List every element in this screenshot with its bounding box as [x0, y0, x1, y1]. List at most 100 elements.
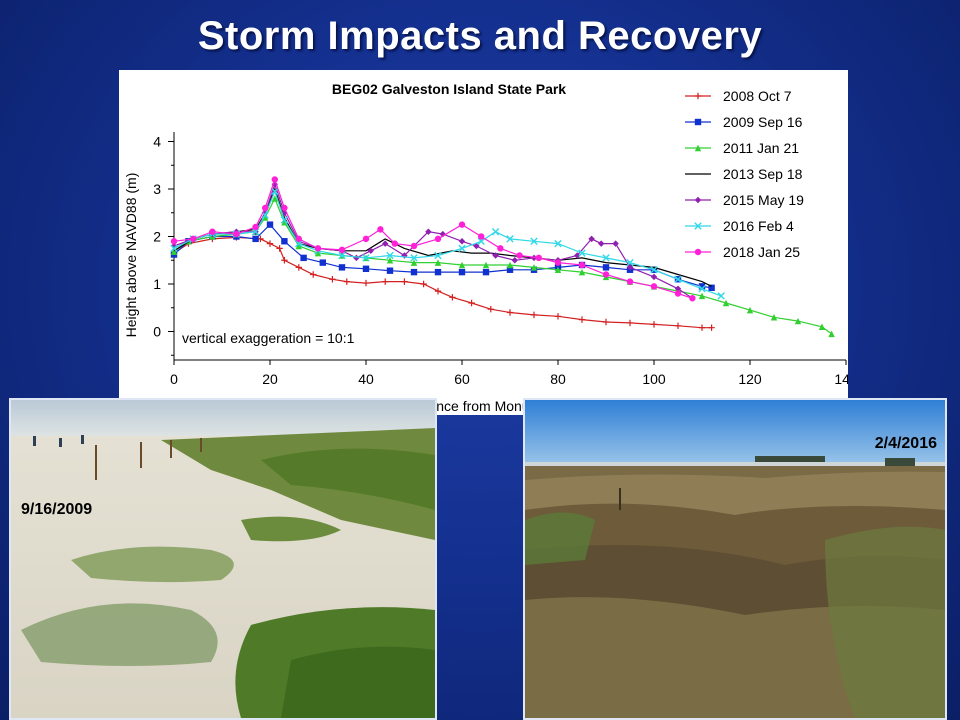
- data-point: [458, 261, 466, 269]
- data-point: [828, 330, 835, 338]
- series-2011-jan-21: [170, 195, 835, 338]
- data-point: [511, 257, 518, 264]
- data-point: [281, 238, 288, 245]
- data-point: [506, 309, 514, 316]
- photo-left-date: 9/16/2009: [21, 501, 92, 518]
- data-point: [626, 278, 634, 285]
- data-point: [410, 259, 418, 266]
- data-point: [401, 278, 408, 285]
- legend-label: 2008 Oct 7: [723, 88, 792, 104]
- chart-title: BEG02 Galveston Island State Park: [332, 81, 566, 97]
- data-point: [698, 285, 706, 293]
- data-point: [410, 268, 418, 276]
- data-point: [425, 228, 432, 235]
- data-point: [280, 216, 289, 224]
- data-point: [262, 214, 269, 221]
- data-point: [530, 311, 538, 319]
- series-line: [173, 236, 712, 329]
- data-point: [602, 264, 610, 271]
- legend-label: 2015 May 19: [723, 192, 804, 208]
- data-point: [612, 240, 619, 247]
- data-point: [650, 321, 658, 328]
- data-point: [314, 245, 322, 252]
- profile-chart: 0 20 40 60 80 100 120 140 0 1 2 3 4 2008 Oct 7 2009 S…: [123, 81, 848, 414]
- photo-2016-dune: 2/4/2016: [523, 398, 947, 720]
- legend-entry: 2008 Oct 7: [685, 88, 792, 104]
- x-tick-label: 0: [170, 371, 178, 387]
- y-tick-label: 0: [153, 324, 161, 340]
- data-point: [434, 268, 442, 276]
- data-point: [386, 251, 394, 260]
- legend-label: 2009 Sep 16: [723, 114, 803, 130]
- data-point: [708, 324, 715, 331]
- data-point: [626, 258, 634, 267]
- data-point: [650, 266, 658, 274]
- data-point: [329, 276, 336, 283]
- data-point: [252, 235, 259, 243]
- x-tick-label: 140: [834, 371, 848, 387]
- data-point: [458, 268, 466, 276]
- data-point: [473, 242, 480, 250]
- data-point: [281, 257, 288, 264]
- data-point: [209, 228, 216, 235]
- data-point: [554, 239, 562, 248]
- data-point: [674, 275, 682, 283]
- data-point: [170, 244, 178, 253]
- data-point: [598, 240, 605, 247]
- data-point: [295, 235, 302, 243]
- data-point: [281, 219, 288, 226]
- data-point: [377, 226, 384, 233]
- photo-right-date: 2/4/2016: [875, 435, 937, 452]
- data-point: [482, 268, 490, 276]
- series-2015-may-19: [170, 181, 696, 302]
- y-tick-label: 1: [153, 276, 161, 292]
- data-point: [722, 299, 730, 307]
- data-point: [694, 144, 702, 152]
- data-point: [650, 273, 658, 281]
- data-point: [698, 324, 706, 331]
- data-point: [698, 292, 706, 300]
- data-point: [338, 251, 346, 260]
- series-2018-jan-25: [170, 176, 696, 302]
- data-point: [626, 319, 634, 327]
- data-point: [530, 237, 538, 245]
- beach-dune-photo-2016: 2/4/2016: [525, 400, 945, 718]
- data-point: [602, 254, 610, 262]
- y-tick-label: 4: [153, 134, 161, 150]
- data-point: [362, 254, 370, 262]
- data-point: [578, 316, 586, 323]
- data-point: [458, 238, 466, 245]
- data-point: [717, 292, 725, 300]
- x-tick-label: 80: [550, 371, 566, 387]
- data-point: [794, 317, 802, 325]
- data-point: [439, 230, 446, 238]
- data-point: [410, 254, 418, 262]
- data-point: [491, 228, 500, 236]
- legend-entry: 2018 Jan 25: [685, 244, 800, 260]
- data-point: [694, 92, 702, 100]
- data-point: [554, 313, 562, 320]
- data-point: [251, 228, 260, 236]
- data-point: [578, 261, 586, 269]
- data-point: [588, 235, 595, 243]
- data-point: [506, 261, 514, 269]
- legend-label: 2013 Sep 18: [723, 166, 803, 182]
- slide-title: Storm Impacts and Recovery: [197, 14, 763, 58]
- data-point: [362, 265, 370, 272]
- data-point: [362, 235, 370, 243]
- data-point: [674, 290, 682, 297]
- data-point: [434, 235, 442, 243]
- data-point: [708, 284, 715, 291]
- data-point: [554, 266, 562, 273]
- data-point: [382, 278, 389, 285]
- data-point: [694, 222, 702, 230]
- series-line: [173, 177, 693, 299]
- data-point: [434, 259, 442, 266]
- data-point: [190, 235, 197, 243]
- data-point: [434, 251, 442, 260]
- data-point: [746, 306, 754, 314]
- y-tick-label: 2: [153, 229, 161, 245]
- data-point: [295, 264, 302, 271]
- data-point: [252, 223, 259, 231]
- legend-label: 2018 Jan 25: [723, 244, 800, 260]
